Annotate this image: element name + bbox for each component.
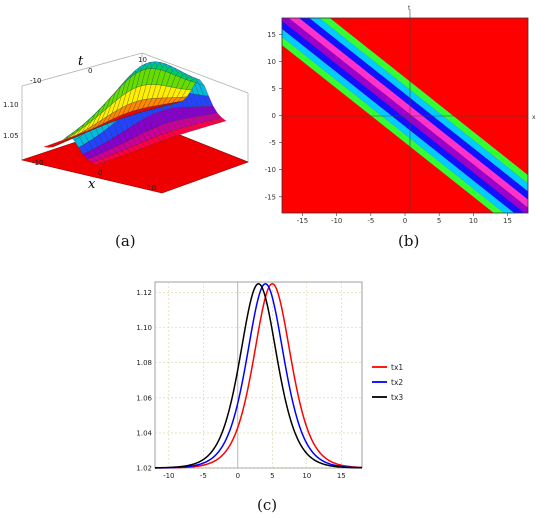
caption-a: (a): [115, 232, 136, 250]
line-ytick-label: 1.08: [136, 359, 152, 367]
series-line-tx3: [154, 282, 363, 469]
density-xtick-label: -10: [331, 217, 342, 225]
density-band: [288, 18, 528, 208]
density-ytick-label: -5: [269, 139, 276, 147]
density-xticks: -15 -10 -5 0 5 10 15: [297, 213, 512, 225]
line-series: [154, 282, 363, 469]
panel-c-line-chart: -10 -5 0 5 10 151.021.041.061.081.101.12 tx1t…: [136, 281, 403, 480]
density-band: [282, 36, 505, 213]
line-legend: tx1 tx2 tx3: [372, 363, 403, 402]
line-ytick-label: 1.12: [136, 289, 152, 297]
density-xtick-label: 10: [469, 217, 478, 225]
density-band: [319, 18, 528, 184]
density-ytick-label: 15: [267, 31, 276, 39]
surface-x-label: x: [88, 177, 96, 192]
density-ytick-label: 5: [272, 85, 276, 93]
surface-xtick-3: 10: [147, 184, 156, 192]
legend-label-tx3: tx3: [391, 393, 403, 402]
surface-xtick-2: 0: [98, 169, 102, 177]
line-ytick-label: 1.04: [136, 429, 152, 437]
caption-b: (b): [398, 232, 420, 250]
density-ytick-label: -15: [265, 193, 276, 201]
density-xtick-label: 15: [503, 217, 512, 225]
density-ytick-label: 10: [267, 58, 276, 66]
surface-xtick-1: -10: [32, 159, 43, 167]
line-plot-frame: [154, 281, 363, 469]
line-ytick-label: 1.02: [136, 465, 152, 473]
surface-patch: [216, 117, 227, 123]
surface-ztick-1: 1.10: [3, 101, 19, 109]
surface-ttick-1: -10: [30, 77, 41, 85]
line-xtick-label: 15: [337, 472, 346, 480]
density-x-label: x: [532, 114, 536, 121]
density-xtick-label: -15: [297, 217, 308, 225]
density-xtick-label: -5: [367, 217, 374, 225]
panel-b-density-plot: t x -15 -10 -5 0 5 10 15 -15 -10 -5 0 5 10 15: [265, 5, 536, 225]
panel-a-surface-plot: t x -10 0 10 1.10 1.05 -10 0 10: [3, 52, 249, 194]
density-band: [282, 18, 528, 213]
line-xtick-label: 0: [236, 472, 240, 480]
line-ytick-label: 1.10: [136, 324, 152, 332]
line-xtick-label: 5: [270, 472, 274, 480]
surface-ttick-2: 0: [88, 67, 92, 75]
density-ytick-label: -10: [265, 166, 276, 174]
surface-ticks: -10 0 10 1.10 1.05 -10 0 10: [3, 56, 156, 192]
line-xtick-label: -5: [200, 472, 207, 480]
line-xtick-label: 10: [302, 472, 311, 480]
density-bands: [282, 18, 528, 213]
line-gridlines: [155, 282, 362, 469]
density-band: [299, 18, 528, 200]
density-band: [309, 18, 528, 192]
series-line-tx2: [154, 282, 363, 469]
caption-c: (c): [257, 496, 278, 514]
legend-label-tx1: tx1: [391, 363, 403, 372]
density-xtick-label: 5: [437, 217, 441, 225]
density-yticks: -15 -10 -5 0 5 10 15: [265, 31, 282, 201]
line-xtick-label: -10: [163, 472, 174, 480]
density-band: [282, 20, 525, 213]
surface-t-label: t: [78, 54, 84, 69]
density-xtick-label: 0: [403, 217, 407, 225]
density-ytick-label: 0: [272, 112, 276, 120]
legend-label-tx2: tx2: [391, 378, 403, 387]
line-ticks: -10 -5 0 5 10 15 1.02 1.04 1.06 1.08 1.10 1.12: [136, 289, 345, 480]
surface-ridge: [43, 61, 227, 166]
surface-ttick-3: 10: [138, 56, 147, 64]
surface-ztick-2: 1.05: [3, 132, 19, 140]
line-ytick-label: 1.06: [136, 394, 152, 402]
density-t-label: t: [408, 5, 411, 12]
